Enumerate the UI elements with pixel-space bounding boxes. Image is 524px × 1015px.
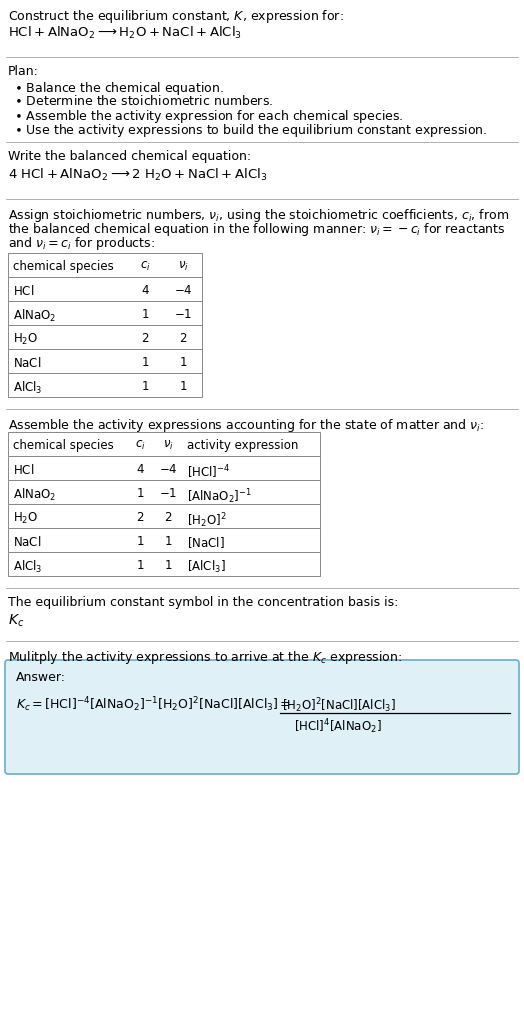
Text: 1: 1: [141, 308, 149, 321]
Text: 1: 1: [179, 356, 187, 369]
Text: Construct the equilibrium constant, $K$, expression for:: Construct the equilibrium constant, $K$,…: [8, 8, 344, 25]
Text: $-1$: $-1$: [174, 308, 192, 321]
Text: $[\mathrm{HCl}]^{4} [\mathrm{AlNaO_2}]$: $[\mathrm{HCl}]^{4} [\mathrm{AlNaO_2}]$: [294, 717, 381, 736]
Text: $-4$: $-4$: [159, 463, 177, 476]
Bar: [8, 528, 320, 552]
Text: 4: 4: [136, 463, 144, 476]
Text: 2: 2: [141, 332, 149, 345]
Text: 1: 1: [136, 487, 144, 500]
Text: $\nu_i$: $\nu_i$: [162, 439, 173, 452]
Text: 2: 2: [164, 511, 172, 524]
Text: $\mathrm{HCl}$: $\mathrm{HCl}$: [13, 284, 34, 298]
Text: $\mathrm{H_2O}$: $\mathrm{H_2O}$: [13, 332, 38, 347]
Text: chemical species: chemical species: [13, 439, 114, 452]
Bar: [8, 456, 320, 480]
Text: $[\mathrm{AlCl_3}]$: $[\mathrm{AlCl_3}]$: [187, 559, 226, 576]
Text: $-1$: $-1$: [159, 487, 177, 500]
Bar: [8, 277, 202, 301]
Bar: [8, 373, 202, 397]
Text: 1: 1: [179, 380, 187, 393]
Text: $\mathrm{AlNaO_2}$: $\mathrm{AlNaO_2}$: [13, 308, 56, 324]
Text: $\nu_i$: $\nu_i$: [178, 260, 189, 273]
Text: 1: 1: [136, 535, 144, 548]
Bar: [8, 301, 202, 325]
Bar: [8, 504, 320, 528]
Bar: [8, 325, 202, 349]
Text: and $\nu_i = c_i$ for products:: and $\nu_i = c_i$ for products:: [8, 235, 155, 252]
Text: Write the balanced chemical equation:: Write the balanced chemical equation:: [8, 150, 251, 163]
Text: $\mathrm{4\ HCl + AlNaO_2 \longrightarrow 2\ H_2O + NaCl + AlCl_3}$: $\mathrm{4\ HCl + AlNaO_2 \longrightarro…: [8, 167, 268, 183]
Text: 1: 1: [164, 535, 172, 548]
Text: $\bullet$ Assemble the activity expression for each chemical species.: $\bullet$ Assemble the activity expressi…: [14, 108, 403, 125]
Text: $\mathrm{AlCl_3}$: $\mathrm{AlCl_3}$: [13, 559, 42, 576]
Text: $\mathrm{NaCl}$: $\mathrm{NaCl}$: [13, 535, 41, 549]
Text: 1: 1: [164, 559, 172, 572]
Text: $\bullet$ Determine the stoichiometric numbers.: $\bullet$ Determine the stoichiometric n…: [14, 94, 273, 108]
Text: $\mathrm{HCl + AlNaO_2 \longrightarrow H_2O + NaCl + AlCl_3}$: $\mathrm{HCl + AlNaO_2 \longrightarrow H…: [8, 25, 242, 41]
Text: $\mathrm{AlNaO_2}$: $\mathrm{AlNaO_2}$: [13, 487, 56, 503]
Text: Assign stoichiometric numbers, $\nu_i$, using the stoichiometric coefficients, $: Assign stoichiometric numbers, $\nu_i$, …: [8, 207, 509, 224]
Text: Answer:: Answer:: [16, 671, 66, 684]
Text: $\mathrm{H_2O}$: $\mathrm{H_2O}$: [13, 511, 38, 526]
Text: 4: 4: [141, 284, 149, 297]
Text: $\mathrm{AlCl_3}$: $\mathrm{AlCl_3}$: [13, 380, 42, 396]
Text: $\mathrm{NaCl}$: $\mathrm{NaCl}$: [13, 356, 41, 370]
Text: 1: 1: [141, 356, 149, 369]
Text: $[\mathrm{HCl}]^{-4}$: $[\mathrm{HCl}]^{-4}$: [187, 463, 230, 480]
FancyBboxPatch shape: [5, 660, 519, 774]
Bar: [8, 432, 320, 456]
Bar: [8, 480, 320, 504]
Text: $-4$: $-4$: [173, 284, 192, 297]
Text: $K_c$: $K_c$: [8, 613, 24, 629]
Text: $c_i$: $c_i$: [135, 439, 145, 452]
Text: $\bullet$ Use the activity expressions to build the equilibrium constant express: $\bullet$ Use the activity expressions t…: [14, 122, 487, 139]
Text: activity expression: activity expression: [187, 439, 298, 452]
Text: 1: 1: [136, 559, 144, 572]
Text: $[\mathrm{AlNaO_2}]^{-1}$: $[\mathrm{AlNaO_2}]^{-1}$: [187, 487, 252, 505]
Text: $[\mathrm{H_2O}]^{2} [\mathrm{NaCl}] [\mathrm{AlCl_3}]$: $[\mathrm{H_2O}]^{2} [\mathrm{NaCl}] [\m…: [282, 696, 396, 715]
Text: The equilibrium constant symbol in the concentration basis is:: The equilibrium constant symbol in the c…: [8, 596, 398, 609]
Text: Mulitply the activity expressions to arrive at the $K_c$ expression:: Mulitply the activity expressions to arr…: [8, 649, 402, 666]
Text: 2: 2: [179, 332, 187, 345]
Bar: [8, 552, 320, 576]
Text: the balanced chemical equation in the following manner: $\nu_i = -c_i$ for react: the balanced chemical equation in the fo…: [8, 221, 506, 238]
Text: $[\mathrm{NaCl}]$: $[\mathrm{NaCl}]$: [187, 535, 225, 550]
Bar: [8, 349, 202, 373]
Text: 1: 1: [141, 380, 149, 393]
Text: $\mathrm{HCl}$: $\mathrm{HCl}$: [13, 463, 34, 477]
Text: 2: 2: [136, 511, 144, 524]
Text: $[\mathrm{H_2O}]^{2}$: $[\mathrm{H_2O}]^{2}$: [187, 511, 226, 530]
Text: Plan:: Plan:: [8, 65, 39, 78]
Text: $c_i$: $c_i$: [139, 260, 150, 273]
Text: chemical species: chemical species: [13, 260, 114, 273]
Text: Assemble the activity expressions accounting for the state of matter and $\nu_i$: Assemble the activity expressions accoun…: [8, 417, 484, 434]
Text: $K_c = [\mathrm{HCl}]^{-4} [\mathrm{AlNaO_2}]^{-1} [\mathrm{H_2O}]^{2} [\mathrm{: $K_c = [\mathrm{HCl}]^{-4} [\mathrm{AlNa…: [16, 695, 291, 714]
Bar: [8, 253, 202, 277]
Text: $\bullet$ Balance the chemical equation.: $\bullet$ Balance the chemical equation.: [14, 80, 224, 97]
